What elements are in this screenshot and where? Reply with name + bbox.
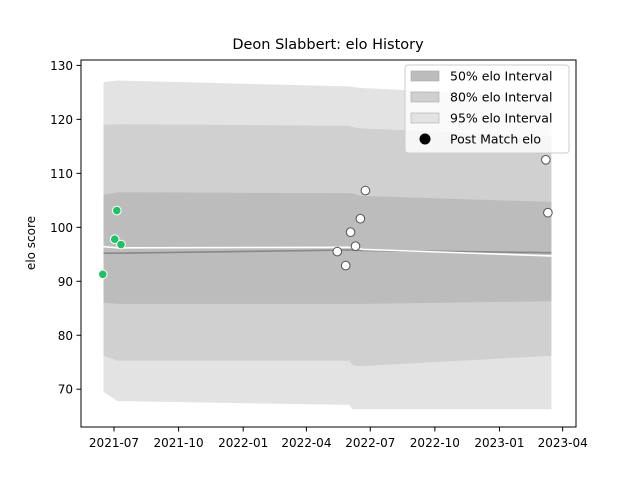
legend-label: Post Match elo <box>450 132 541 147</box>
y-tick-label: 120 <box>50 113 73 127</box>
y-tick-label: 110 <box>50 167 73 181</box>
legend-label: 95% elo Interval <box>450 111 552 126</box>
legend-swatch <box>410 91 440 103</box>
x-tick-label: 2021-10 <box>154 436 204 450</box>
post-match-point <box>98 269 108 280</box>
x-tick-label: 2022-04 <box>281 436 331 450</box>
plot-frame <box>80 59 577 428</box>
legend-label: 80% elo Interval <box>450 90 552 105</box>
post-match-point <box>355 213 366 224</box>
x-tick-label: 2022-10 <box>410 436 460 450</box>
post-match-point <box>541 155 551 165</box>
post-match-point <box>543 207 553 218</box>
legend-swatch <box>410 112 440 124</box>
x-tick-label: 2021-07 <box>89 436 139 450</box>
post-match-point <box>112 205 122 216</box>
legend: 50% elo Interval 80% elo Interval 95% elo … <box>404 64 570 154</box>
post-match-point <box>116 239 126 250</box>
post-match-point <box>350 241 361 251</box>
legend-box <box>404 64 570 154</box>
post-match-point <box>345 227 356 237</box>
post-match-point <box>109 234 120 244</box>
median-line <box>103 245 552 257</box>
post-match-point <box>332 246 343 257</box>
x-tick-label: 2023-01 <box>474 436 524 450</box>
y-tick-label: 130 <box>50 59 73 73</box>
y-tick-label: 100 <box>50 221 73 235</box>
x-tick-label: 2023-04 <box>538 436 588 450</box>
x-tick-label: 2022-01 <box>218 436 268 450</box>
post-match-point <box>360 185 371 196</box>
y-tick-label: 70 <box>58 383 73 397</box>
x-tick-label: 2022-07 <box>345 436 395 450</box>
legend-marker <box>419 133 431 145</box>
legend-label: 50% elo Interval <box>450 69 552 84</box>
y-axis-label: elo score <box>24 216 38 270</box>
post-match-point <box>340 260 351 271</box>
legend-swatch <box>410 70 440 82</box>
y-tick-label: 80 <box>58 329 73 343</box>
chart-title: Deon Slabbert: elo History <box>232 37 424 53</box>
y-tick-label: 90 <box>58 275 73 289</box>
